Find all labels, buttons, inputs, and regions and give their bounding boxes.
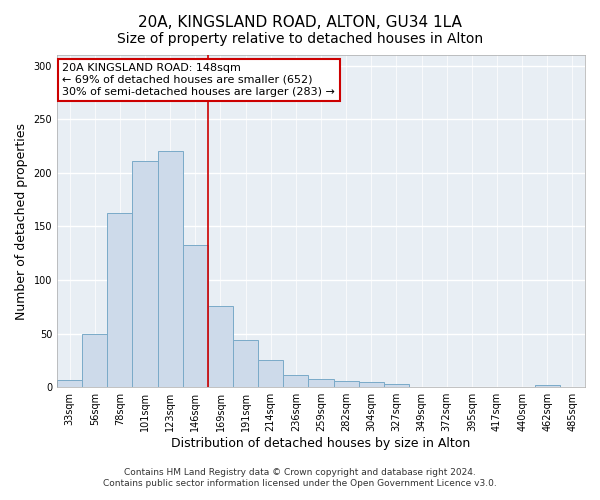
Bar: [233, 340, 258, 387]
Bar: [107, 212, 133, 387]
Bar: [57, 380, 82, 387]
Bar: [283, 376, 308, 387]
Bar: [384, 384, 409, 387]
Text: Size of property relative to detached houses in Alton: Size of property relative to detached ho…: [117, 32, 483, 46]
Y-axis label: Number of detached properties: Number of detached properties: [15, 122, 28, 320]
Bar: [535, 385, 560, 387]
Bar: [308, 378, 334, 387]
Bar: [133, 161, 158, 387]
Text: 20A KINGSLAND ROAD: 148sqm
← 69% of detached houses are smaller (652)
30% of sem: 20A KINGSLAND ROAD: 148sqm ← 69% of deta…: [62, 64, 335, 96]
Bar: [183, 244, 208, 387]
Bar: [334, 381, 359, 387]
X-axis label: Distribution of detached houses by size in Alton: Distribution of detached houses by size …: [172, 437, 470, 450]
Bar: [158, 152, 183, 387]
Bar: [359, 382, 384, 387]
Bar: [258, 360, 283, 387]
Text: 20A, KINGSLAND ROAD, ALTON, GU34 1LA: 20A, KINGSLAND ROAD, ALTON, GU34 1LA: [138, 15, 462, 30]
Bar: [208, 306, 233, 387]
Text: Contains HM Land Registry data © Crown copyright and database right 2024.
Contai: Contains HM Land Registry data © Crown c…: [103, 468, 497, 487]
Bar: [82, 334, 107, 387]
